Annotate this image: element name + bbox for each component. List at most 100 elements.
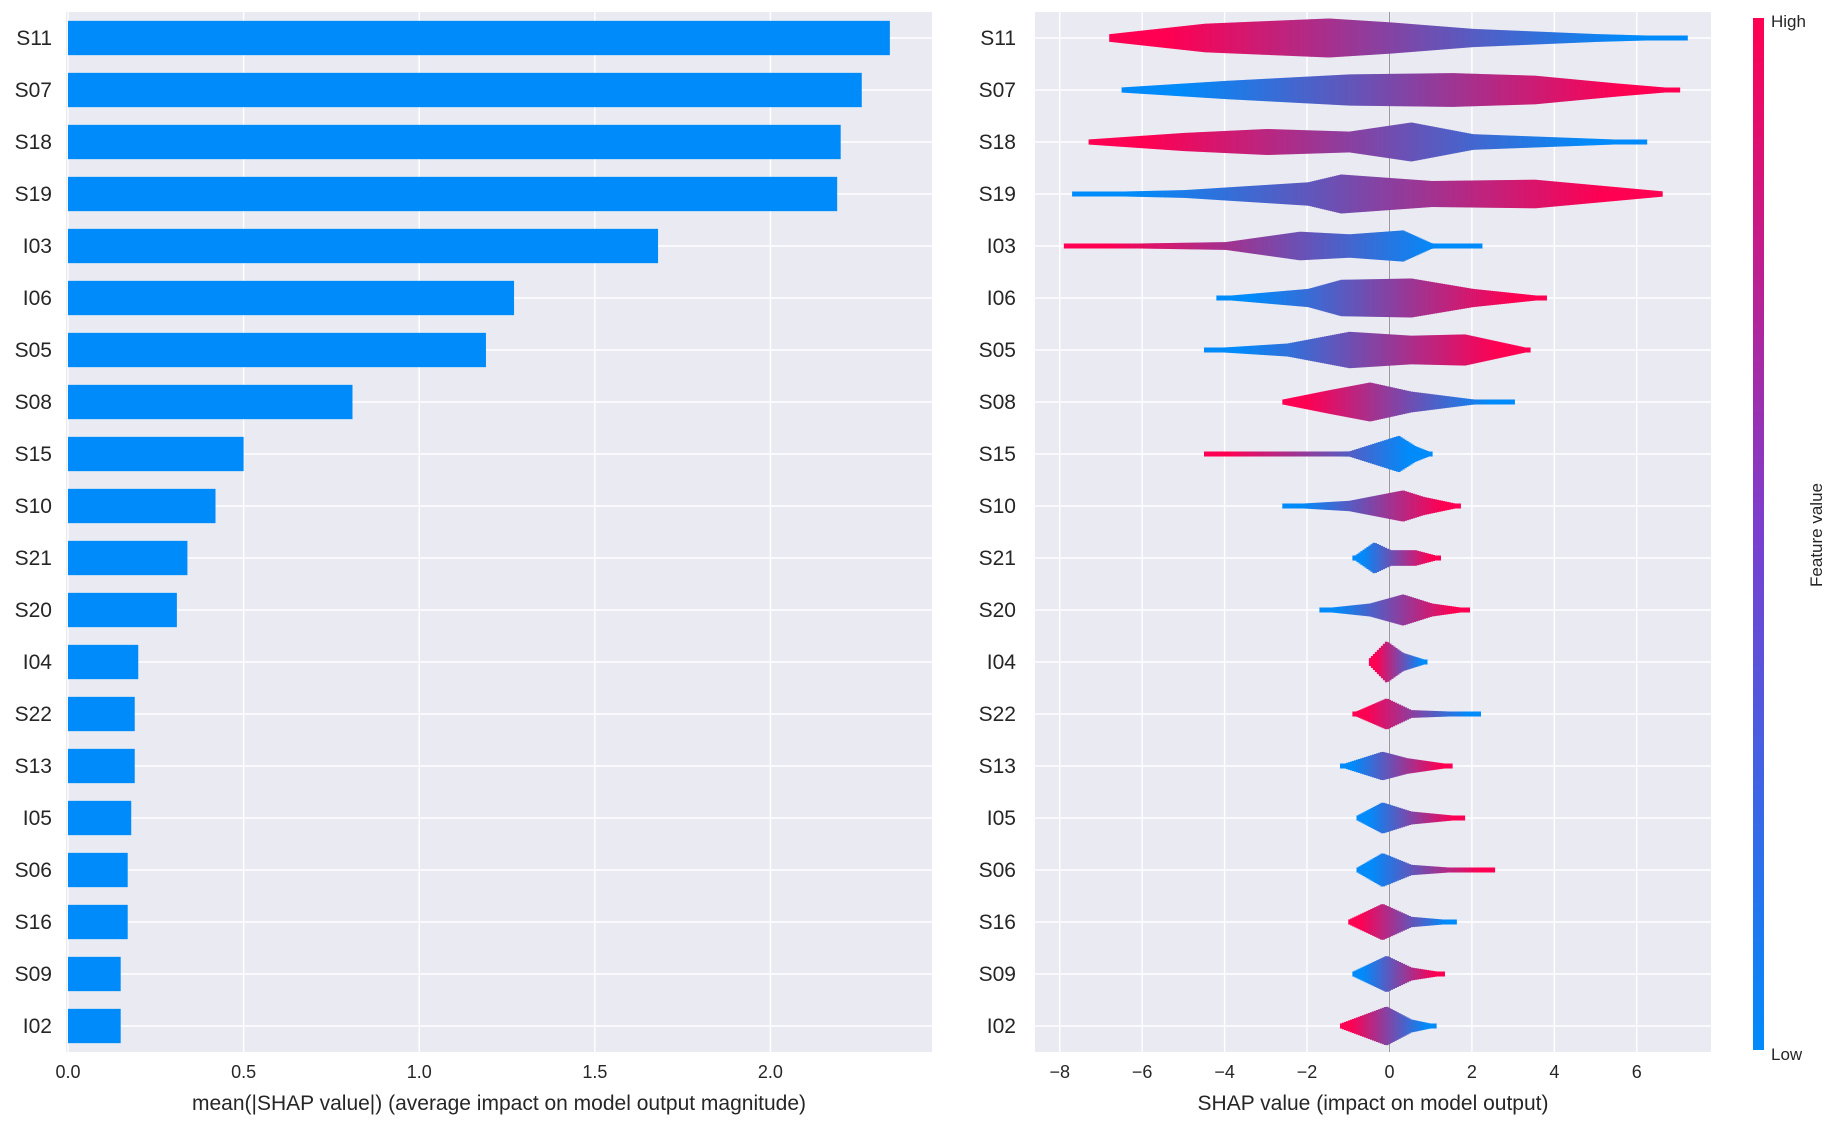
swarm-point-band [1214,188,1217,200]
swarm-point-band [1304,394,1307,410]
swarm-point-band [1408,709,1411,719]
swarm-point-band [1363,604,1367,616]
swarm-point-band [1420,760,1423,772]
swarm-point-band [1414,335,1417,365]
swarm-point-band [1490,134,1494,150]
swarm-point-band [1413,73,1417,107]
swarm-point-band [1556,137,1560,147]
swarm-point-band [1348,386,1351,418]
swarm-point-band [1419,24,1422,52]
swarm-point-band [1524,179,1527,209]
swarm-point-band [1405,73,1409,107]
swarm-point-band [1448,129,1452,155]
swarm-point-band [1284,398,1287,406]
swarm-point-band [1407,596,1411,624]
swarm-point-band [1125,243,1129,249]
swarm-point-band [1259,237,1263,255]
swarm-point-band [1129,31,1132,45]
swarm-point-band [1282,399,1285,405]
swarm-point-band [1138,135,1142,149]
swarm-point-band [1255,237,1259,255]
swarm-point-band [1450,867,1454,873]
swarm-point-band [1358,914,1361,930]
swarm-point-band [1478,711,1481,717]
swarm-point-band [1260,345,1263,355]
swarm-point-band [1402,653,1406,671]
swarm-point-band [1440,180,1443,208]
swarm-point-band [1442,867,1446,873]
swarm-point-band [1204,451,1207,457]
swarm-point-band [1424,865,1428,875]
swarm-point-band [1359,233,1363,259]
swarm-point-band [1563,78,1567,102]
swarm-point-band [1304,182,1307,206]
swarm-point-band [1222,131,1226,153]
swarm-point-band [1419,238,1423,254]
swarm-point-band [1396,755,1399,777]
swarm-point-band [1651,86,1655,94]
swarm-point-band [1193,242,1197,250]
swarm-point-band [1436,711,1439,717]
swarm-point-band [1292,342,1295,358]
swarm-point-band [1372,908,1375,936]
swarm-point-band [1215,242,1219,250]
swarm-point-band [1394,806,1398,830]
swarm-point-band [1671,87,1675,93]
swarm-point-band [1322,451,1325,457]
swarm-point-band [1613,34,1616,42]
swarm-point-band [1385,73,1389,107]
swarm-point-band [1226,130,1230,154]
swarm-point-band [1099,243,1103,249]
swarm-point-band [1416,1020,1419,1032]
swarm-point-band [1360,865,1364,875]
swarm-point-band [1342,174,1345,214]
swarm-point-band [1376,384,1379,420]
swarm-point-band [1300,130,1304,154]
swarm-point-band [1214,451,1217,457]
swarm-point-band [1178,190,1181,198]
swarm-point-band [1249,79,1253,101]
swarm-point-band [1422,659,1426,665]
swarm-point-band [1538,180,1541,208]
swarm-point-band [1165,27,1168,49]
swarm-point-band [1424,1022,1427,1030]
swarm-point-band [1326,283,1329,313]
swarm-point-band [1356,815,1360,821]
swarm-point-band [1454,503,1457,509]
swarm-point-band [1466,711,1469,717]
swarm-point-band [1372,858,1376,882]
swarm-point-band [1392,278,1395,318]
swarm-point-band [1342,131,1346,153]
swarm-point-band [1250,345,1253,355]
swarm-point-band [1402,757,1405,775]
swarm-point-band [1517,30,1520,46]
swarm-point-band [1258,451,1261,457]
swarm-point-band [1334,389,1337,415]
swarm-point-band [1342,1022,1345,1030]
swarm-point-band [1378,279,1381,317]
swarm-point-band [1599,34,1602,42]
swarm-point-band [1212,347,1215,353]
swarm-point-band [1382,802,1386,834]
swarm-point-band [1327,75,1331,105]
swarm-point-band [1108,138,1112,146]
swarm-point-band [1253,21,1256,55]
swarm-point-band [1366,810,1370,826]
swarm-point-band [1354,332,1357,368]
bar-x-tick-label: 0.5 [231,1062,256,1082]
swarm-point-band [1300,451,1303,457]
beeswarm-chart-x-tick-labels: −8 −6 −4 −2 0 2 4 6 [1049,1062,1641,1082]
swarm-point-band [1242,451,1245,457]
swarm-point-band [1600,139,1604,145]
swarm-point-band [1484,180,1487,208]
swarm-point-band [1404,439,1407,469]
swarm-point-band [1364,911,1367,933]
swarm-point-band [1247,238,1251,254]
swarm-point-band [1356,384,1359,420]
swarm-point-band [1298,289,1301,307]
swarm-point-band [1302,289,1305,307]
swarm-point-band [1376,442,1379,466]
swarm-point-band [1291,20,1294,56]
swarm-point-band [1581,80,1585,100]
swarm-point-band [1298,341,1301,359]
